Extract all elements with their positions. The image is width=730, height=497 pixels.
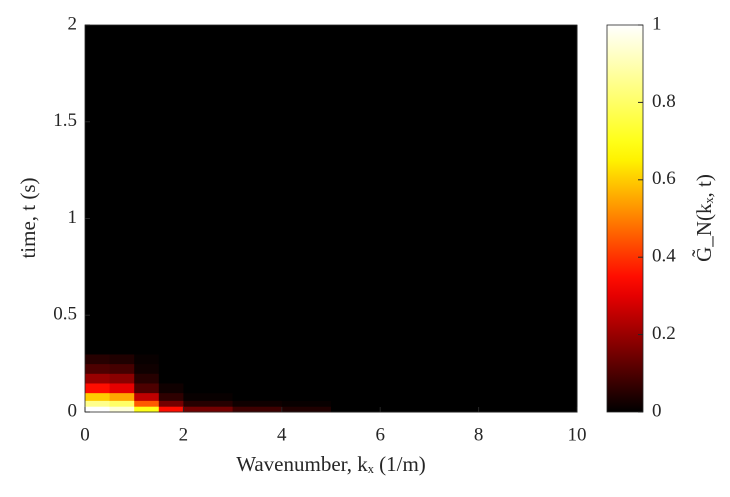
heatmap-cell <box>134 392 160 401</box>
heatmap-cell <box>183 400 234 407</box>
heatmap-cell <box>109 400 135 407</box>
heatmap-cell <box>183 25 234 355</box>
y-tick-label: 1 <box>68 207 78 228</box>
heatmap-cell <box>232 353 283 365</box>
x-tick-label: 4 <box>277 424 287 445</box>
heatmap-cell <box>281 373 332 384</box>
heatmap-cell <box>232 25 283 355</box>
heatmap-cell <box>109 25 135 355</box>
heatmap-cell <box>183 406 234 413</box>
heatmap-cell <box>134 382 160 394</box>
heatmap-cell <box>109 406 135 413</box>
heatmap-cell <box>232 382 283 394</box>
heatmap-cell <box>158 392 184 401</box>
colorbar-tick-label: 0 <box>652 400 662 421</box>
heatmap-cell <box>109 363 135 374</box>
heatmap-cell <box>109 373 135 384</box>
heatmap-cell <box>281 353 332 365</box>
heatmap-cell <box>183 363 234 374</box>
heatmap-cell <box>331 363 578 374</box>
y-tick-label: 2 <box>68 13 78 34</box>
heatmap-cell <box>158 363 184 374</box>
heatmap-cell <box>109 392 135 401</box>
heatmap-cell <box>158 382 184 394</box>
colorbar-tick-label: 0.2 <box>652 323 676 344</box>
colorbar <box>606 24 644 413</box>
heatmap-cell <box>85 373 111 384</box>
y-tick-label: 1.5 <box>53 110 77 131</box>
heatmap-cell <box>183 353 234 365</box>
heatmap-cell <box>183 392 234 401</box>
x-tick-label: 0 <box>80 424 90 445</box>
heatmap-cell <box>85 353 111 365</box>
heatmap-cell <box>331 400 578 407</box>
heatmap <box>85 25 578 413</box>
y-tick-label: 0 <box>68 400 78 421</box>
y-axis-label: time, t (s) <box>16 177 40 258</box>
heatmap-cell <box>183 382 234 394</box>
heatmap-cell <box>281 382 332 394</box>
heatmap-cell <box>85 392 111 401</box>
heatmap-cell <box>331 392 578 401</box>
heatmap-cell <box>232 373 283 384</box>
heatmap-cell <box>281 400 332 407</box>
heatmap-cell <box>331 373 578 384</box>
heatmap-cell <box>232 406 283 413</box>
heatmap-cell <box>85 25 111 355</box>
heatmap-cell <box>331 353 578 365</box>
heatmap-cell <box>158 25 184 355</box>
heatmap-cell <box>158 406 184 413</box>
x-tick-label: 8 <box>474 424 484 445</box>
heatmap-cell <box>109 382 135 394</box>
x-tick-label: 6 <box>375 424 385 445</box>
heatmap-cell <box>331 406 578 413</box>
heatmap-cell <box>232 392 283 401</box>
heatmap-cell <box>281 25 332 355</box>
colorbar-tick-label: 1 <box>652 13 662 34</box>
heatmap-cell <box>331 25 578 355</box>
heatmap-cell <box>232 400 283 407</box>
heatmap-cell <box>85 406 111 413</box>
heatmap-cell <box>134 400 160 407</box>
heatmap-cell <box>134 373 160 384</box>
x-tick-label: 10 <box>568 424 587 445</box>
colorbar-tick-label: 0.6 <box>652 168 676 189</box>
heatmap-cell <box>85 363 111 374</box>
heatmap-cell <box>134 406 160 413</box>
heatmap-cell <box>158 400 184 407</box>
colorbar-tick-label: 0.4 <box>652 246 676 267</box>
colorbar-label: G̃_N(kₓ, t) <box>692 174 716 262</box>
heatmap-cell <box>158 353 184 365</box>
heatmap-cell <box>281 406 332 413</box>
heatmap-cell <box>331 382 578 394</box>
heatmap-cell <box>281 363 332 374</box>
heatmap-cell <box>281 392 332 401</box>
heatmap-cell <box>85 382 111 394</box>
heatmap-cell <box>158 373 184 384</box>
heatmap-cell <box>183 373 234 384</box>
heatmap-cell <box>134 25 160 355</box>
colorbar-tick-label: 0.8 <box>652 91 676 112</box>
heatmap-cell <box>232 363 283 374</box>
heatmap-cell <box>134 353 160 365</box>
x-tick-label: 2 <box>179 424 189 445</box>
y-tick-label: 0.5 <box>53 304 77 325</box>
x-axis-label: Wavenumber, kₓ (1/m) <box>236 452 426 476</box>
heatmap-cell <box>134 363 160 374</box>
heatmap-cell <box>85 400 111 407</box>
heatmap-cell <box>109 353 135 365</box>
